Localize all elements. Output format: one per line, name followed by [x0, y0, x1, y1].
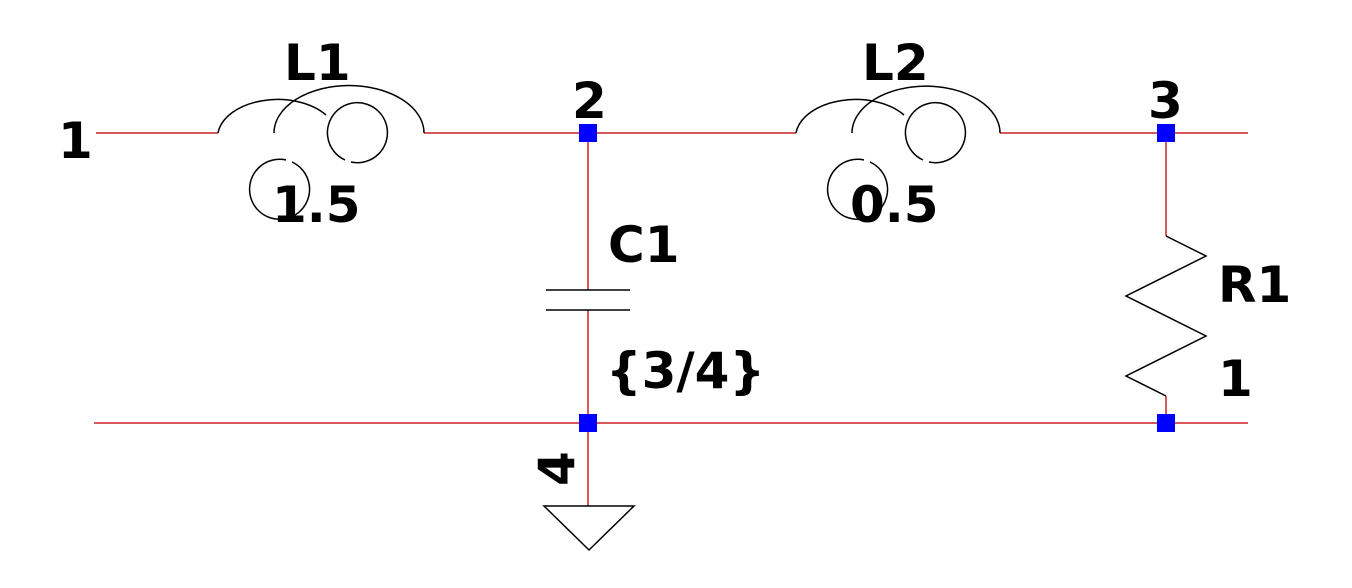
node-label-1: 1 — [58, 112, 93, 170]
junction-r1-bottom[interactable] — [1157, 414, 1175, 432]
l2-value-label: 0.5 — [850, 176, 939, 234]
junction-node3[interactable] — [1157, 124, 1175, 142]
junction-node4[interactable] — [579, 414, 597, 432]
c1-name-label: C1 — [608, 216, 679, 274]
node-label-4: 4 — [528, 451, 586, 486]
ground-symbol — [542, 505, 636, 552]
wires — [94, 132, 1248, 506]
c1-value-label: {3/4} — [606, 342, 765, 400]
node-label-2: 2 — [572, 72, 607, 130]
r1-name-label: R1 — [1218, 256, 1291, 314]
capacitor-c1[interactable] — [546, 289, 630, 311]
l1-value-label: 1.5 — [272, 176, 361, 234]
inductor-l1[interactable] — [217, 84, 425, 221]
inductor-l2[interactable] — [795, 85, 1001, 221]
junction-node2[interactable] — [579, 124, 597, 142]
l2-name-label: L2 — [862, 34, 929, 92]
l1-name-label: L1 — [284, 34, 351, 92]
resistor-r1[interactable] — [1124, 235, 1208, 397]
node-label-3: 3 — [1148, 72, 1183, 130]
r1-value-label: 1 — [1218, 350, 1253, 408]
junctions — [579, 124, 1175, 432]
